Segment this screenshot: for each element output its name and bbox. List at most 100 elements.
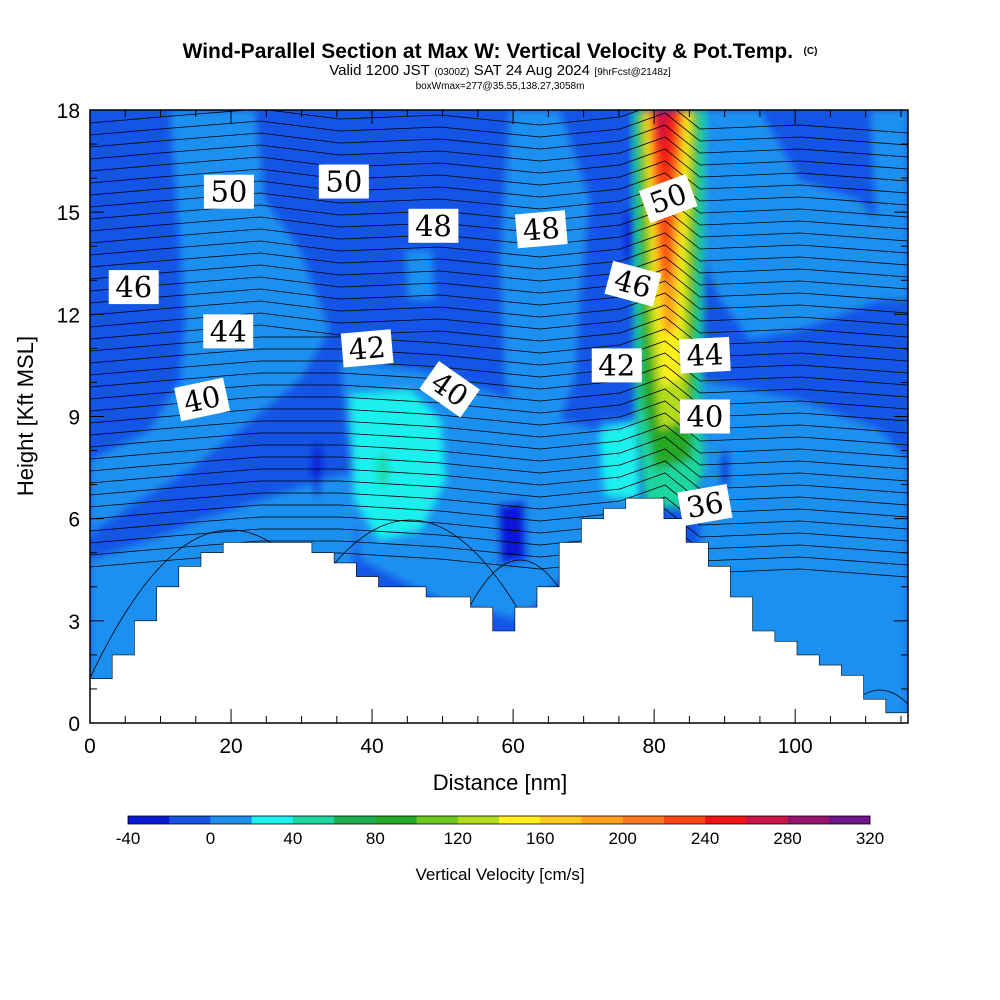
theta-label-text: 40 [686,400,723,434]
chart-title: Wind-Parallel Section at Max W: Vertical… [183,40,818,63]
theta-label-text: 44 [686,337,725,373]
theta-label-text: 40 [181,379,224,420]
theta-label-text: 50 [210,175,247,209]
colorbar-tick-label: 320 [856,829,884,848]
theta-contour-line [90,352,908,386]
y-tick-label: 15 [57,202,80,225]
colorbar-tick-label: 160 [526,829,554,848]
theta-label-text: 44 [210,314,247,348]
theta-label: 44 [679,336,731,374]
theta-label-text: 50 [325,165,362,199]
colorbar-segment [746,816,788,824]
terrain-mask [90,497,908,723]
theta-label-text: 42 [598,348,635,382]
theta-label: 50 [318,164,369,199]
colorbar-tick-label: 280 [773,829,801,848]
theta-label: 36 [677,483,733,527]
colorbar-segment [663,816,706,824]
theta-label-text: 36 [684,485,726,525]
theta-contour-line [90,436,908,470]
theta-contour-line [90,148,908,182]
theta-contour-line [90,496,908,530]
theta-contour-line [90,412,908,446]
colorbar-segment [622,816,665,824]
theta-label-text: 48 [521,211,561,248]
theta-label: 44 [203,314,254,349]
x-tick-label: 100 [778,735,813,758]
theta-label: 46 [604,260,662,307]
colorbar-tick-label: 240 [691,829,719,848]
box-wmax-note: boxWmax=277@35.55,138.27,3058m [416,81,585,92]
colorbar-segment [499,816,541,824]
colorbar-tick-label: 0 [206,829,215,848]
x-tick-label: 80 [642,735,665,758]
colorbar-segment [416,816,459,824]
theta-contour-line [90,472,908,506]
colorbar-segment [705,816,747,824]
y-tick-label: 0 [68,713,80,736]
theta-contour-line [90,136,908,170]
colorbar-tick-label: 120 [444,829,472,848]
theta-contour-line [90,400,908,434]
theta-label: 40 [679,399,730,434]
x-tick-label: 0 [84,735,96,758]
y-tick-label: 18 [57,100,80,123]
theta-label: 40 [174,377,231,422]
theta-label: 48 [514,210,568,249]
theta-contour-line [90,232,908,266]
y-axis-label: Height [Kft MSL] [13,336,38,496]
theta-contour-line [90,280,908,314]
colorbar-segment [210,816,252,824]
colorbar-tick-label: -40 [116,829,141,848]
theta-contours [90,110,908,723]
theta-label: 48 [408,208,459,243]
x-axis-label: Distance [nm] [433,770,568,795]
colorbar: -40 0 40 80 120 160 200 240 280 320 [116,815,884,848]
theta-label: 42 [340,329,394,368]
x-tick-label: 20 [219,735,242,758]
colorbar-segment [828,816,871,824]
colorbar-tick-label: 40 [283,829,302,848]
theta-label: 46 [108,270,159,305]
theta-contour-line [90,112,908,146]
colorbar-segment [457,816,500,824]
colorbar-segment [169,816,211,824]
theta-contour-line [836,689,908,723]
colorbar-segment [375,816,417,824]
theta-contour-line [90,124,908,158]
colorbar-tick-label: 200 [608,829,636,848]
theta-contour-line [90,520,908,554]
theta-contour-line [90,424,908,458]
y-tick-label: 3 [68,611,80,634]
theta-contour-line [90,256,908,290]
colorbar-segment [128,816,170,824]
colorbar-segment [251,816,294,824]
x-axis: 0 20 40 60 80 100 [84,110,902,758]
theta-contour-line [90,340,908,374]
colorbar-segment [292,816,335,824]
theta-label: 50 [203,174,254,209]
theta-contour-line [90,460,908,494]
y-tick-label: 6 [68,509,80,532]
colorbar-segment [787,816,830,824]
y-tick-label: 9 [68,407,80,430]
theta-contour-line [90,268,908,302]
colorbar-title: Vertical Velocity [cm/s] [415,865,584,884]
theta-label: 42 [591,348,642,383]
theta-contour-line [90,364,908,398]
colorbar-tick-label: 80 [366,829,385,848]
colorbar-segment [540,816,582,824]
theta-contour-line [90,292,908,326]
colorbar-segment [581,816,623,824]
colorbar-frame [127,815,871,825]
x-tick-label: 40 [360,735,383,758]
theta-contour-line [90,110,908,134]
theta-contour-line [90,376,908,410]
theta-label-text: 46 [115,270,152,304]
chart-subtitle: Valid 1200 JST (0300Z) SAT 24 Aug 2024 [… [329,62,671,79]
theta-label-text: 42 [347,330,387,367]
